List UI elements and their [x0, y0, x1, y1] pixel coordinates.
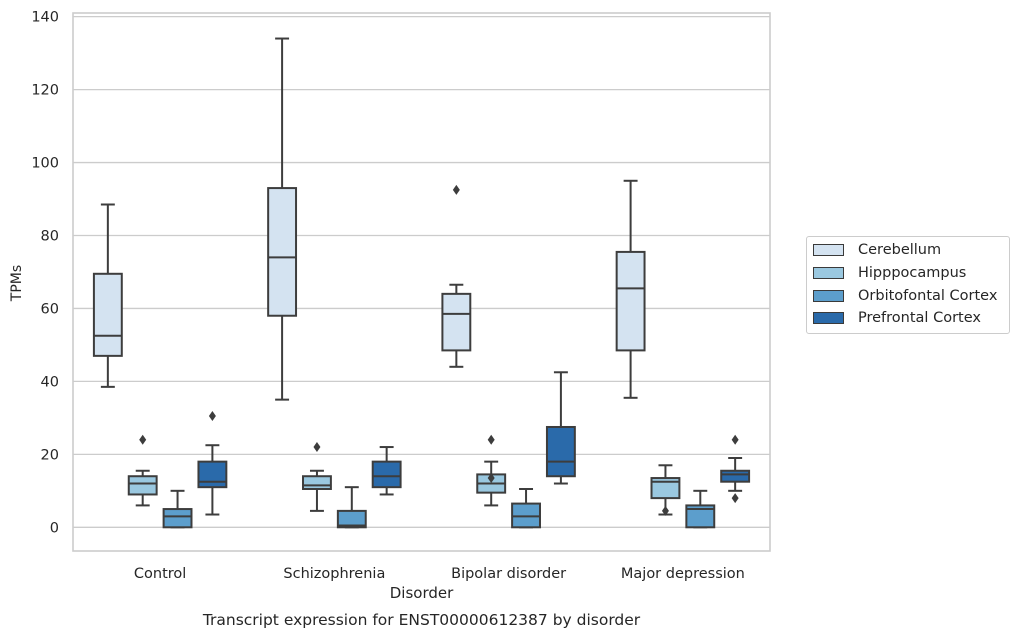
legend-label: Prefrontal Cortex — [858, 310, 981, 327]
outlier-point — [139, 434, 147, 445]
legend-item: Hipppocampus — [807, 262, 1009, 285]
y-tick-label: 20 — [41, 447, 59, 463]
outlier-point — [661, 505, 669, 516]
outlier-point — [487, 434, 495, 445]
box-iqr — [545, 425, 576, 478]
legend: Cerebellum Hipppocampus Orbitofontal Corte… — [806, 236, 1010, 334]
legend-swatch — [813, 312, 844, 325]
box-cerebellum — [615, 179, 646, 399]
box-iqr — [371, 460, 402, 489]
legend-label: Orbitofontal Cortex — [858, 287, 998, 304]
x-tick-labels: Control Schizophrenia Bipolar disorder Majo… — [134, 566, 745, 582]
box-iqr — [720, 469, 751, 483]
x-axis-label: Disorder — [390, 584, 454, 602]
box-orbitofontal-cortex — [511, 487, 541, 529]
box-prefrontal-cortex — [371, 446, 402, 496]
legend-swatch — [813, 267, 844, 280]
box-hipppocampus — [476, 434, 507, 507]
box-iqr — [441, 292, 472, 352]
chart-title: Transcript expression for ENST0000061238… — [202, 611, 641, 629]
outlier-point — [208, 411, 216, 422]
x-tick-label: Bipolar disorder — [451, 566, 566, 582]
y-tick-labels: 0 20 40 60 80 100 120 140 — [31, 10, 59, 537]
outlier-point — [313, 442, 321, 453]
box-iqr — [650, 477, 681, 500]
box-iqr — [615, 250, 646, 352]
box-cerebellum — [92, 203, 123, 388]
box-orbitofontal-cortex — [336, 486, 367, 529]
box-prefrontal-cortex — [720, 434, 751, 504]
box-iqr — [302, 475, 332, 490]
box-iqr — [685, 504, 716, 529]
outlier-point — [731, 434, 739, 445]
legend-swatch — [813, 289, 844, 302]
box-prefrontal-cortex — [545, 371, 576, 485]
y-tick-label: 40 — [41, 374, 59, 390]
legend-item: Orbitofontal Cortex — [807, 284, 1009, 307]
outlier-point — [731, 493, 739, 504]
box-iqr — [162, 508, 193, 529]
box-orbitofontal-cortex — [162, 489, 193, 529]
legend-item: Cerebellum — [807, 239, 1009, 262]
outlier-point — [487, 473, 495, 484]
box-hipppocampus — [650, 464, 681, 516]
box-hipppocampus — [302, 442, 332, 512]
legend-swatch — [813, 244, 844, 257]
legend-item: Prefrontal Cortex — [807, 307, 1009, 330]
box-iqr — [197, 460, 228, 489]
box-iqr — [267, 187, 298, 317]
box-cerebellum — [267, 37, 298, 401]
y-tick-label: 60 — [41, 301, 59, 317]
box-series — [92, 37, 751, 529]
y-tick-label: 140 — [31, 10, 59, 26]
gridlines — [73, 15, 770, 528]
outlier-point — [452, 184, 460, 195]
x-tick-label: Control — [134, 566, 186, 582]
box-cerebellum — [441, 184, 472, 368]
box-hipppocampus — [127, 434, 158, 507]
x-tick-label: Schizophrenia — [283, 566, 385, 582]
legend-label: Cerebellum — [858, 242, 942, 259]
y-tick-label: 80 — [41, 228, 59, 244]
box-iqr — [127, 475, 158, 496]
box-iqr — [336, 509, 367, 529]
box-iqr — [92, 272, 123, 357]
x-tick-label: Major depression — [621, 566, 745, 582]
legend-label: Hipppocampus — [858, 265, 967, 282]
y-tick-label: 0 — [50, 520, 59, 536]
y-axis-label: TPMs — [9, 265, 25, 302]
y-tick-label: 120 — [31, 83, 59, 99]
box-prefrontal-cortex — [197, 411, 228, 516]
y-tick-label: 100 — [31, 156, 59, 172]
plot-area-frame — [72, 12, 771, 552]
box-orbitofontal-cortex — [685, 489, 716, 529]
